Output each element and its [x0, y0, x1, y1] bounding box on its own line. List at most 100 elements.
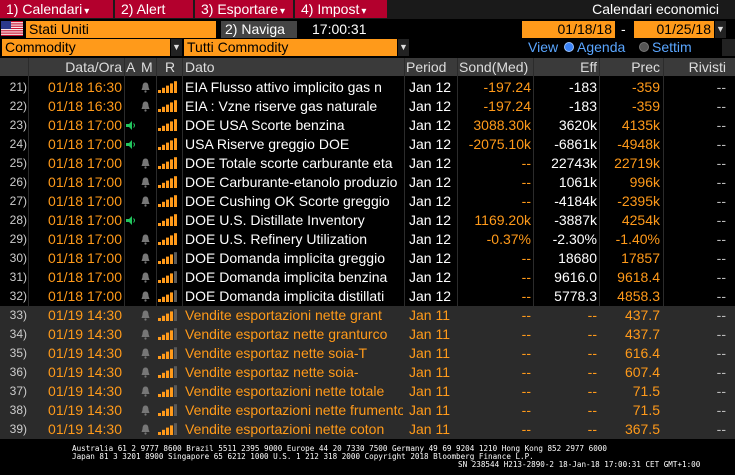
table-row[interactable]: 22) 01/18 16:30 EIA : Vzne riserve gas nat… — [0, 97, 735, 116]
menu-impost[interactable]: 4) Impost ▾ — [295, 0, 387, 18]
menu-calendari[interactable]: 1) Calendari ▾ — [0, 0, 113, 18]
toolbar: Stati Uniti 2) Naviga 17:00:31 01/18/18 … — [0, 20, 735, 39]
bell-icon[interactable] — [129, 268, 157, 287]
view-week-radio[interactable]: Settim — [635, 39, 692, 56]
footer: Australia 61 2 9777 8600 Brazil 5511 239… — [0, 442, 735, 475]
table-row[interactable]: 37) 01/19 14:30 Vendite esportazioni nette… — [0, 382, 735, 401]
relevance-bars-icon — [158, 78, 180, 97]
subcategory-dropdown-icon[interactable]: ▼ — [398, 39, 409, 56]
table-row[interactable]: 38) 01/19 14:30 Vendite esportazioni nette… — [0, 401, 735, 420]
table-row[interactable]: 34) 01/19 14:30 Vendite esportaz nette gra… — [0, 325, 735, 344]
table-row[interactable]: 24) 01/18 17:00 USA Riserve greggio DOE Jan… — [0, 135, 735, 154]
relevance-bars-icon — [158, 382, 180, 401]
view-agenda-radio[interactable]: Agenda — [560, 39, 625, 56]
header-dato[interactable]: Dato — [185, 59, 215, 75]
header-dt[interactable]: Data/Ora — [65, 59, 122, 75]
speaker-icon[interactable] — [126, 211, 140, 230]
relevance-bars-icon — [158, 173, 180, 192]
subcategory-select[interactable]: Tutti Commodity — [184, 39, 397, 56]
row-datetime: 01/18 16:30 — [48, 98, 122, 114]
table-row[interactable]: 21) 01/18 16:30 EIA Flusso attivo implicit… — [0, 78, 735, 97]
table-row[interactable]: 33) 01/19 14:30 Vendite esportazioni nette… — [0, 306, 735, 325]
table-row[interactable]: 35) 01/19 14:30 Vendite esportaz nette soi… — [0, 344, 735, 363]
row-revised: -- — [716, 98, 726, 114]
row-forecast: -- — [521, 155, 531, 171]
speaker-icon[interactable] — [126, 135, 140, 154]
table-row[interactable]: 25) 01/18 17:00 DOE Totale scorte carburan… — [0, 154, 735, 173]
row-period: Jan 11 — [409, 383, 450, 399]
date-to-field[interactable]: 01/25/18 — [634, 21, 714, 38]
table-row[interactable]: 27) 01/18 17:00 DOE Cushing OK Scorte greg… — [0, 192, 735, 211]
bell-icon[interactable] — [129, 401, 157, 420]
header-riv[interactable]: Rivisti — [688, 59, 726, 75]
header-prec[interactable]: Prec — [631, 59, 660, 75]
row-revised: -- — [716, 231, 726, 247]
row-period: Jan 12 — [409, 231, 452, 247]
table-row[interactable]: 36) 01/19 14:30 Vendite esportaz nette soi… — [0, 363, 735, 382]
row-period: Jan 11 — [409, 421, 450, 437]
bell-icon[interactable] — [129, 363, 157, 382]
bell-icon[interactable] — [129, 287, 157, 306]
menu-num: 4) — [301, 1, 314, 17]
header-a[interactable]: A — [126, 59, 136, 75]
menu-num: 3) — [201, 1, 214, 17]
row-forecast: -197.24 — [483, 98, 531, 114]
bell-icon[interactable] — [129, 420, 157, 439]
relevance-bars-icon — [158, 306, 180, 325]
column-divider — [663, 58, 664, 438]
row-event-name: DOE Domanda implicita distillati — [185, 288, 385, 304]
header-r[interactable]: R — [165, 59, 176, 75]
bell-icon[interactable] — [129, 325, 157, 344]
table-row[interactable]: 31) 01/18 17:00 DOE Domanda implicita benz… — [0, 268, 735, 287]
menu-esportare[interactable]: 3) Esportare ▾ — [195, 0, 293, 18]
table-row[interactable]: 28) 01/18 17:00 DOE U.S. Distillate Invent… — [0, 211, 735, 230]
row-index: 26) — [9, 175, 27, 189]
row-actual: -- — [587, 421, 597, 437]
row-actual: -- — [587, 383, 597, 399]
header-period[interactable]: Period — [406, 59, 447, 75]
row-previous: 22719k — [614, 155, 660, 171]
column-divider — [156, 58, 157, 438]
table-row[interactable]: 32) 01/18 17:00 DOE Domanda implicita dist… — [0, 287, 735, 306]
table-row[interactable]: 23) 01/18 17:00 DOE USA Scorte benzina Jan … — [0, 116, 735, 135]
us-flag-icon — [1, 21, 23, 36]
relevance-bars-icon — [158, 135, 180, 154]
relevance-bars-icon — [158, 211, 180, 230]
row-index: 32) — [9, 289, 27, 303]
country-field[interactable]: Stati Uniti — [26, 21, 216, 38]
bell-icon[interactable] — [129, 306, 157, 325]
table-row[interactable]: 30) 01/18 17:00 DOE Domanda implicita greg… — [0, 249, 735, 268]
bell-icon[interactable] — [129, 344, 157, 363]
bell-icon[interactable] — [129, 154, 157, 173]
bell-icon[interactable] — [129, 78, 157, 97]
table-row[interactable]: 39) 01/19 14:30 Vendite esportazioni nette… — [0, 420, 735, 439]
row-index: 33) — [9, 308, 27, 322]
category-dropdown-icon[interactable]: ▼ — [171, 39, 182, 56]
footer-line3: SN 238544 H213-2890-2 18-Jan-18 17:00:31… — [458, 460, 701, 469]
header-sond[interactable]: Sond(Med) — [459, 59, 529, 75]
speaker-icon[interactable] — [126, 116, 140, 135]
bell-icon[interactable] — [129, 230, 157, 249]
relevance-bars-icon — [158, 287, 180, 306]
calendar-dropdown-icon[interactable]: ▼ — [715, 21, 726, 38]
header-eff[interactable]: Eff — [580, 59, 597, 75]
relevance-bars-icon — [158, 154, 180, 173]
row-revised: -- — [716, 212, 726, 228]
table-row[interactable]: 26) 01/18 17:00 DOE Carburante-etanolo pro… — [0, 173, 735, 192]
menu-alert[interactable]: 2) Alert — [115, 0, 193, 18]
bell-icon[interactable] — [129, 192, 157, 211]
bell-icon[interactable] — [129, 382, 157, 401]
table-row[interactable]: 29) 01/18 17:00 DOE U.S. Refinery Utilizat… — [0, 230, 735, 249]
date-from-field[interactable]: 01/18/18 — [522, 21, 615, 38]
row-previous: -1.40% — [615, 231, 660, 247]
bell-icon[interactable] — [129, 249, 157, 268]
header-m[interactable]: M — [141, 59, 153, 75]
bell-icon[interactable] — [129, 97, 157, 116]
row-event-name: EIA Flusso attivo implicito gas n — [185, 79, 382, 95]
row-datetime: 01/18 17:00 — [48, 269, 122, 285]
category-select[interactable]: Commodity — [2, 39, 170, 56]
row-forecast: -- — [521, 288, 531, 304]
menu-label: Calendari — [22, 1, 83, 17]
navigate-button[interactable]: 2) Naviga — [221, 21, 297, 38]
bell-icon[interactable] — [129, 173, 157, 192]
